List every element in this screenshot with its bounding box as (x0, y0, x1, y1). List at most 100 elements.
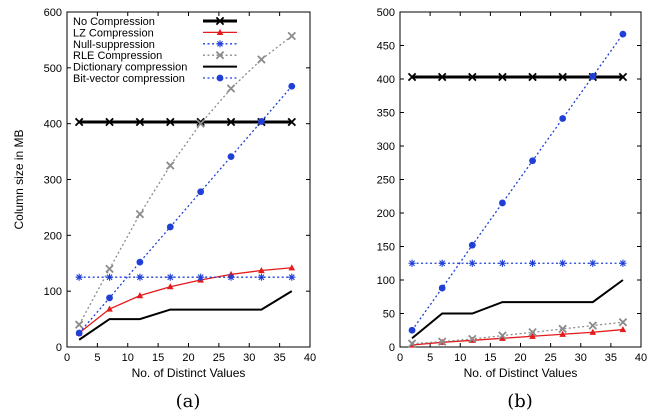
x-tick-label: 40 (635, 352, 647, 364)
series-no-compression (407, 72, 628, 82)
data-point (498, 72, 507, 82)
data-point (589, 72, 597, 80)
series-line (78, 290, 293, 341)
series-dictionary-compression (411, 279, 624, 340)
data-point (468, 241, 476, 249)
y-tick-label: 600 (44, 7, 62, 19)
data-point (438, 259, 446, 267)
y-tick-label: 150 (377, 242, 395, 254)
legend-item-bit-vector-compression: Bit-vector compression (73, 73, 237, 85)
chart-panel-b: 0 5 10 15 20 25 30 35 40050100150200250300350400… (377, 7, 647, 412)
data-point (197, 273, 205, 281)
data-point (105, 273, 114, 281)
data-point (559, 115, 567, 122)
data-point (437, 337, 447, 346)
data-point (559, 330, 566, 337)
y-tick-label: 200 (44, 230, 62, 242)
data-point (166, 161, 175, 170)
series-rle-compression (407, 317, 628, 348)
legend-label: RLE Compression (73, 50, 162, 62)
data-point (438, 284, 446, 292)
data-point (196, 119, 205, 128)
x-tick-label: 10 (122, 352, 134, 364)
data-point (498, 259, 507, 267)
data-point (227, 273, 235, 281)
data-point (619, 30, 627, 38)
data-point (258, 118, 265, 125)
y-tick-label: 350 (377, 108, 395, 120)
data-point (529, 332, 536, 339)
data-point (288, 273, 296, 281)
data-point (135, 117, 145, 127)
data-point (226, 117, 236, 127)
data-point (166, 117, 175, 127)
x-tick-label: 35 (605, 352, 617, 364)
y-tick-label: 450 (377, 41, 395, 53)
data-point (75, 273, 83, 281)
data-point (558, 72, 567, 82)
data-point (407, 72, 417, 82)
legend-item-lz-compression: LZ Compression (73, 27, 237, 39)
data-point (408, 259, 416, 267)
series-dictionary-compression (78, 290, 293, 341)
legend-item-null-suppression: Null-suppression (73, 39, 237, 51)
data-point (166, 223, 174, 231)
y-tick-label: 0 (56, 342, 62, 354)
data-point (135, 209, 145, 219)
legend-label: Dictionary compression (73, 62, 187, 74)
data-point (558, 324, 567, 334)
x-tick-label: 0 (397, 352, 403, 364)
data-point (258, 267, 265, 274)
y-tick-label: 300 (377, 141, 395, 153)
data-point (136, 273, 144, 281)
y-tick-label: 400 (44, 119, 62, 131)
data-point (106, 305, 113, 312)
series-line (78, 267, 292, 334)
series-line (411, 279, 624, 340)
series-null-suppression (408, 259, 627, 267)
data-point (105, 264, 114, 274)
data-point (588, 321, 598, 330)
data-point (227, 153, 235, 161)
x-tick-label: 25 (545, 352, 557, 364)
x-tick-label: 35 (274, 352, 286, 364)
series-bit-vector-compression (408, 30, 627, 334)
data-point (288, 82, 296, 90)
data-point (589, 259, 597, 267)
legend-item-no-compression: No Compression (73, 16, 237, 28)
data-point (437, 72, 447, 82)
legend-marker (215, 16, 225, 26)
legend-marker (216, 28, 224, 35)
data-point (529, 157, 536, 165)
data-point (75, 329, 83, 337)
data-point (589, 328, 597, 335)
series-bit-vector-compression (75, 82, 296, 337)
series-lz-compression (408, 326, 627, 348)
legend-label: No Compression (73, 16, 155, 28)
legend-label: LZ Compression (73, 27, 154, 39)
data-point (468, 334, 477, 344)
data-point (618, 72, 628, 82)
data-point (166, 283, 174, 290)
data-point (287, 31, 297, 41)
data-point (196, 117, 205, 127)
y-tick-label: 500 (44, 63, 62, 75)
series-line (78, 85, 293, 334)
x-tick-label: 0 (64, 352, 70, 364)
data-point (528, 328, 537, 337)
data-point (74, 117, 84, 127)
data-point (468, 259, 476, 267)
data-point (287, 117, 297, 127)
legend-marker (216, 40, 224, 48)
data-point (407, 339, 417, 348)
series-null-suppression (75, 273, 296, 281)
data-point (226, 84, 236, 93)
data-point (528, 259, 537, 267)
y-tick-label: 500 (377, 7, 395, 19)
y-tick-label: 100 (377, 275, 395, 287)
panel-caption: (b) (507, 391, 533, 412)
data-point (619, 259, 627, 267)
data-point (197, 188, 205, 196)
data-point (468, 72, 477, 82)
